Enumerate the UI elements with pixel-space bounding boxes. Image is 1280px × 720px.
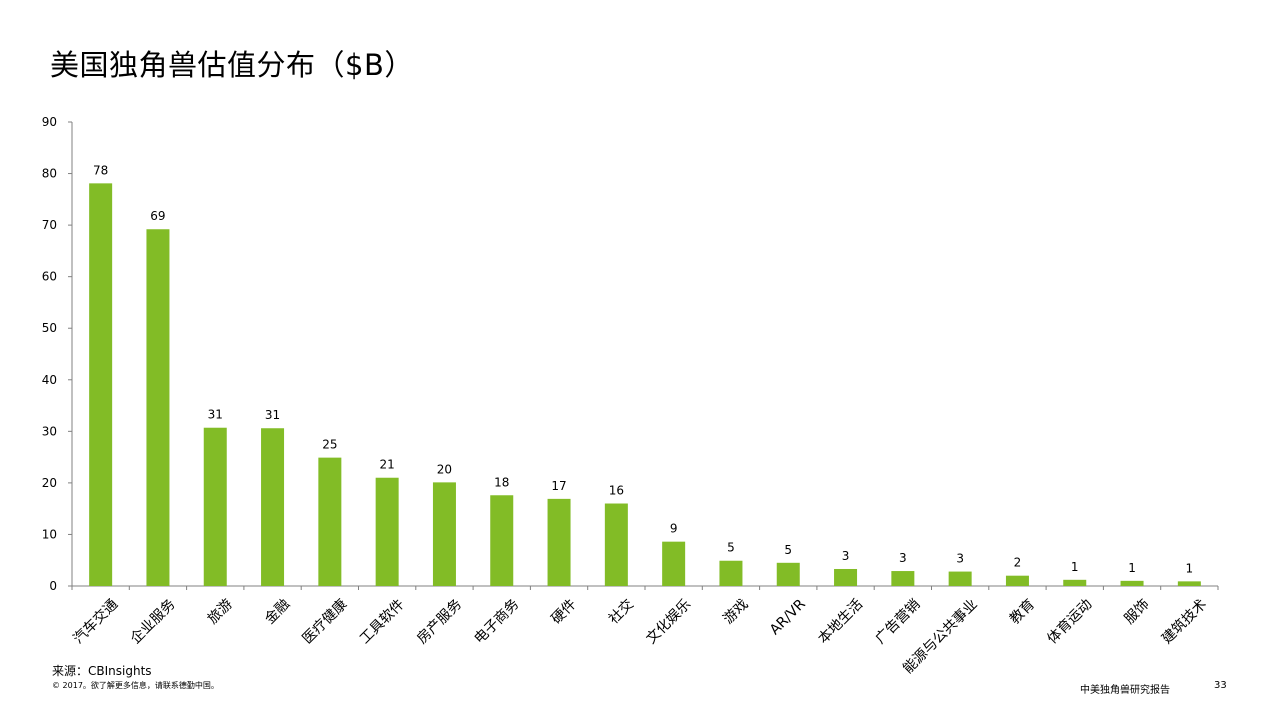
bar — [318, 457, 342, 586]
category-label: 金融 — [262, 596, 293, 627]
category-label: 文化娱乐 — [643, 596, 694, 647]
data-label: 1 — [1186, 561, 1194, 575]
source-note: 来源：CBInsights — [52, 664, 152, 678]
category-label: 社交 — [605, 596, 637, 628]
data-label: 3 — [956, 552, 964, 566]
bar — [834, 568, 858, 586]
bar — [146, 229, 170, 587]
y-tick-label: 80 — [42, 167, 57, 181]
category-label: 广告营销 — [873, 596, 924, 647]
category-label: 建筑技术 — [1159, 596, 1210, 647]
y-tick-label: 10 — [42, 527, 57, 541]
bar — [432, 482, 456, 586]
y-tick-label: 40 — [42, 373, 57, 387]
data-label: 31 — [208, 408, 223, 422]
bar — [1005, 575, 1029, 586]
bar — [719, 560, 743, 586]
bar — [776, 562, 800, 586]
bar — [948, 571, 972, 586]
category-label: 本地生活 — [815, 596, 866, 647]
category-label: 医疗健康 — [299, 596, 351, 648]
category-label: 电子商务 — [471, 596, 522, 647]
bar — [891, 571, 915, 586]
bar — [89, 183, 113, 586]
data-label: 21 — [380, 458, 395, 472]
data-label: 17 — [551, 479, 566, 493]
category-labels: 汽车交通 企业服务 旅游 金融 医疗健康 工具软件 房产服务 电子商务 硬件 社交 文化娱乐 游戏 AR… — [70, 596, 1210, 677]
y-tick-label: 30 — [42, 424, 57, 438]
category-label: 旅游 — [205, 596, 236, 627]
bar — [490, 495, 514, 586]
y-tick-label: 60 — [42, 270, 57, 284]
bar-series — [89, 183, 1201, 587]
slide-title: 美国独角兽估值分布（$B） — [50, 48, 414, 82]
category-label: 硬件 — [549, 596, 580, 627]
category-label: 体育运动 — [1044, 596, 1095, 647]
data-label: 3 — [899, 551, 907, 565]
data-label: 5 — [727, 541, 735, 555]
data-label: 2 — [1014, 556, 1022, 570]
data-label: 9 — [670, 522, 678, 536]
bar — [375, 477, 399, 586]
category-label: 教育 — [1007, 596, 1038, 627]
bar — [261, 428, 285, 586]
data-label: 1 — [1071, 560, 1079, 574]
data-label: 78 — [93, 163, 108, 177]
data-label: 16 — [609, 484, 624, 498]
category-label: 工具软件 — [357, 596, 408, 647]
y-tick-label: 0 — [49, 579, 57, 593]
data-label: 20 — [437, 462, 452, 476]
y-tick-label: 90 — [42, 115, 57, 129]
bar — [662, 541, 686, 586]
data-label: 69 — [150, 209, 165, 223]
y-tick-label: 70 — [42, 218, 57, 232]
category-label: 游戏 — [720, 596, 751, 627]
data-label: 5 — [784, 543, 792, 557]
category-label: 房产服务 — [414, 596, 465, 647]
data-label: 25 — [322, 438, 337, 452]
category-label: AR/VR — [767, 596, 809, 638]
y-tick-label: 50 — [42, 321, 57, 335]
data-label: 31 — [265, 408, 280, 422]
bar — [203, 427, 227, 586]
data-label: 18 — [494, 475, 509, 489]
page-number: 33 — [1214, 680, 1227, 691]
bar — [1120, 580, 1144, 586]
data-label: 1 — [1128, 561, 1136, 575]
y-axis: 0 10 20 30 40 50 60 70 80 90 — [42, 115, 73, 593]
y-tick-label: 20 — [42, 476, 57, 490]
bar — [1177, 581, 1201, 586]
category-label: 汽车交通 — [70, 596, 122, 648]
x-axis — [71, 585, 1219, 590]
category-label: 企业服务 — [127, 596, 179, 648]
report-name: 中美独角兽研究报告 — [1080, 685, 1170, 696]
bar — [604, 503, 628, 586]
category-label: 服饰 — [1122, 596, 1153, 627]
data-label: 3 — [842, 549, 850, 563]
bar — [1063, 579, 1087, 586]
bar — [547, 498, 571, 586]
copyright-note: © 2017。欲了解更多信息，请联系德勤中国。 — [52, 681, 219, 690]
